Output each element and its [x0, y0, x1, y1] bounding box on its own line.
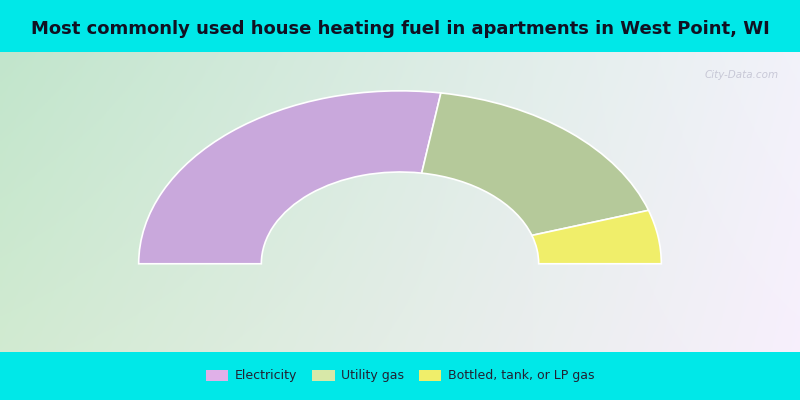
Wedge shape: [532, 210, 662, 264]
Wedge shape: [138, 91, 441, 264]
Text: City-Data.com: City-Data.com: [705, 70, 778, 80]
Text: Most commonly used house heating fuel in apartments in West Point, WI: Most commonly used house heating fuel in…: [30, 20, 770, 38]
Wedge shape: [422, 93, 649, 236]
Legend: Electricity, Utility gas, Bottled, tank, or LP gas: Electricity, Utility gas, Bottled, tank,…: [206, 370, 594, 382]
